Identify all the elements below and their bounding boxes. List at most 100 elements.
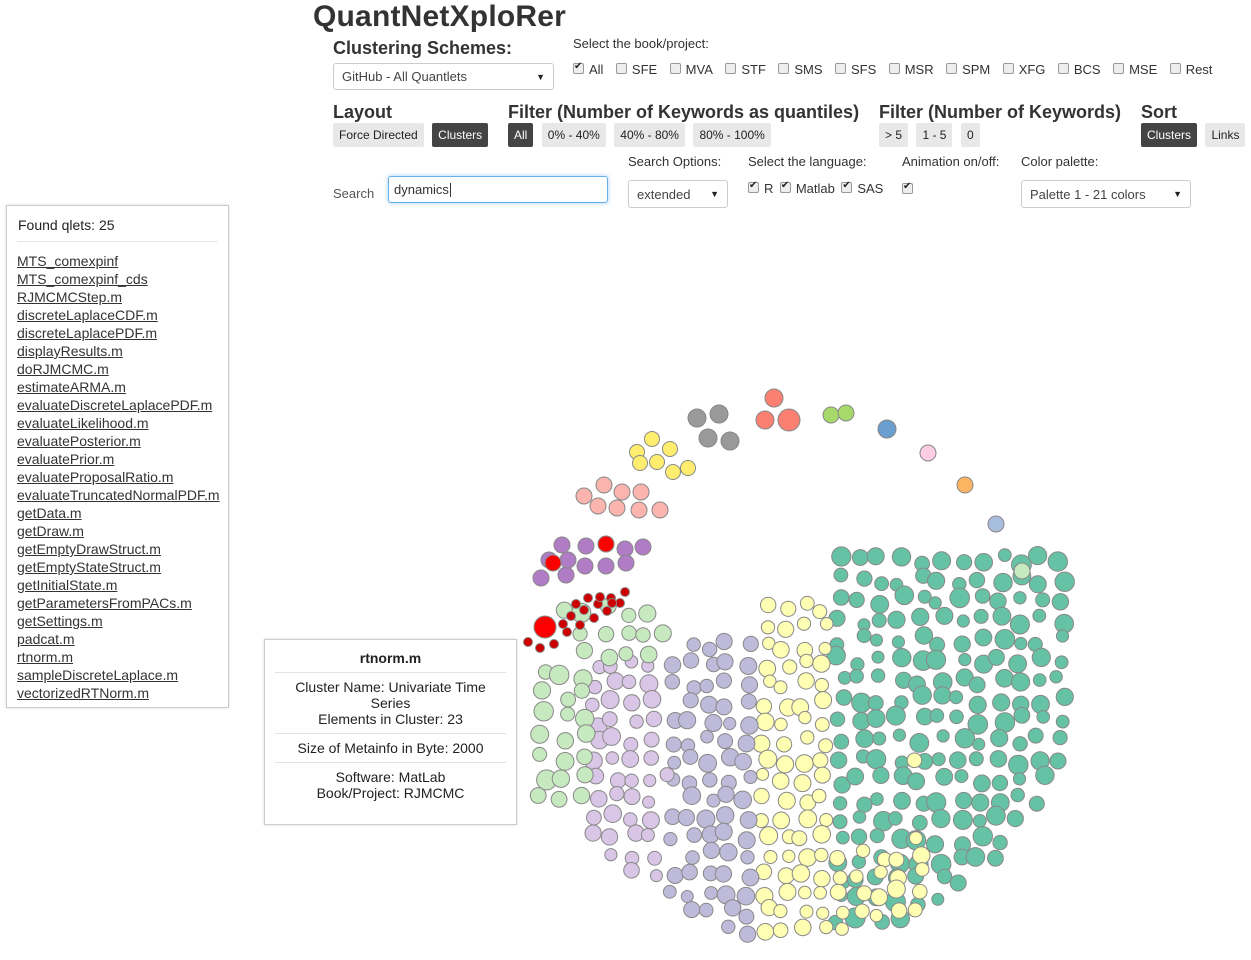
cluster-node-yellow[interactable]: [759, 826, 779, 846]
checkbox-icon[interactable]: [725, 63, 737, 74]
cluster-node-teal[interactable]: [852, 810, 867, 824]
cluster-node-teal[interactable]: [885, 705, 906, 726]
cluster-node-teal[interactable]: [992, 606, 1012, 626]
cluster-node-lavender[interactable]: [719, 843, 738, 862]
cluster-node-teal[interactable]: [949, 690, 964, 705]
cluster-node-lavender[interactable]: [739, 811, 758, 829]
book-sms[interactable]: SMS: [778, 62, 823, 77]
cluster-node-teal[interactable]: [968, 571, 986, 589]
cluster-node-lavender[interactable]: [702, 772, 718, 788]
cluster-node-lavender[interactable]: [686, 827, 703, 843]
cluster-node-lavender[interactable]: [736, 886, 756, 906]
cluster-node-lilac[interactable]: [603, 804, 623, 824]
cluster-node-teal[interactable]: [935, 767, 954, 786]
cluster-node-teal[interactable]: [856, 628, 872, 644]
cluster-node-green[interactable]: [530, 724, 550, 744]
cluster-node-lilac[interactable]: [629, 714, 644, 729]
cluster-node-teal[interactable]: [1012, 736, 1028, 752]
cluster-node-teal[interactable]: [990, 729, 1009, 748]
cluster-node-teal[interactable]: [1013, 706, 1031, 724]
cluster-node-yellow[interactable]: [835, 905, 850, 920]
cluster-node-green[interactable]: [556, 732, 574, 750]
cluster-node-teal[interactable]: [1006, 810, 1024, 828]
cluster-node-teal[interactable]: [949, 874, 967, 892]
cluster-node-lavender[interactable]: [685, 850, 700, 865]
found-qlet-link[interactable]: getEmptyDrawStruct.m: [17, 541, 161, 557]
cluster-node-lilac[interactable]: [641, 811, 660, 830]
checkbox-icon[interactable]: [1169, 63, 1181, 74]
cluster-node-teal[interactable]: [997, 548, 1012, 562]
cluster-node-yellow[interactable]: [762, 636, 776, 650]
found-qlet-link[interactable]: evaluateLikelihood.m: [17, 415, 149, 431]
cluster-node-teal[interactable]: [892, 648, 912, 668]
cluster-node-grey[interactable]: [687, 408, 707, 428]
filter-40-80-button[interactable]: 40% - 80%: [614, 123, 685, 147]
cluster-node-salmon[interactable]: [575, 487, 593, 505]
cluster-node-darkred[interactable]: [575, 620, 585, 630]
cluster-node-teal[interactable]: [968, 676, 986, 694]
cluster-node-lilac[interactable]: [609, 786, 625, 802]
cluster-node-teal[interactable]: [832, 589, 850, 606]
cluster-node-green[interactable]: [597, 626, 615, 643]
cluster-node-teal[interactable]: [949, 587, 971, 609]
cluster-node-teal[interactable]: [949, 709, 964, 725]
cluster-node-green[interactable]: [560, 691, 576, 708]
cluster-node-teal[interactable]: [992, 693, 1011, 712]
cluster-node-yellow[interactable]: [773, 904, 788, 919]
cluster-node-pink[interactable]: [919, 444, 937, 462]
cluster-node-lavender[interactable]: [677, 809, 696, 827]
cluster-node-teal[interactable]: [870, 633, 883, 647]
cluster-node-teal[interactable]: [867, 695, 884, 711]
cluster-node-lavender[interactable]: [706, 793, 721, 808]
cluster-node-teal[interactable]: [993, 572, 1013, 593]
cluster-node-lavender[interactable]: [662, 884, 677, 899]
cluster-node-purple[interactable]: [576, 557, 594, 575]
cluster-node-green[interactable]: [572, 786, 591, 805]
cluster-node-lilac[interactable]: [643, 731, 660, 748]
cluster-node-lilac[interactable]: [600, 828, 619, 846]
cluster-node-lavender[interactable]: [739, 925, 757, 943]
cluster-node-gold[interactable]: [632, 455, 648, 471]
cluster-node-teal[interactable]: [1010, 787, 1025, 803]
cluster-node-yellow[interactable]: [795, 754, 814, 773]
cluster-node-teal[interactable]: [907, 772, 926, 791]
cluster-node-teal[interactable]: [829, 751, 848, 769]
cluster-node-teal[interactable]: [1011, 672, 1031, 692]
language-sas[interactable]: SAS: [841, 180, 883, 196]
cluster-node-lavender[interactable]: [699, 678, 714, 694]
cluster-node-yellow[interactable]: [812, 604, 828, 620]
book-all[interactable]: All: [573, 61, 603, 77]
cluster-node-teal[interactable]: [837, 671, 852, 685]
cluster-node-teal[interactable]: [968, 695, 987, 715]
cluster-node-lilac[interactable]: [590, 790, 608, 808]
cluster-node-green[interactable]: [576, 748, 593, 766]
cluster-node-teal[interactable]: [856, 570, 873, 587]
cluster-node-yellow[interactable]: [760, 596, 777, 614]
found-qlet-link[interactable]: displayResults.m: [17, 343, 123, 359]
cluster-node-yellow[interactable]: [799, 904, 814, 919]
cluster-node-teal[interactable]: [870, 595, 890, 614]
cluster-node-yellow[interactable]: [819, 920, 834, 935]
cluster-node-lilac[interactable]: [623, 694, 641, 712]
language-matlab[interactable]: Matlab: [779, 180, 835, 196]
cluster-node-teal[interactable]: [929, 708, 945, 723]
cluster-node-lilac[interactable]: [600, 690, 620, 710]
cluster-node-yellow[interactable]: [818, 738, 834, 754]
cluster-node-green[interactable]: [576, 724, 596, 743]
cluster-node-lilac[interactable]: [605, 751, 620, 765]
checkbox-icon[interactable]: [573, 61, 584, 74]
cluster-node-teal[interactable]: [870, 792, 884, 806]
cluster-node-teal[interactable]: [936, 868, 953, 885]
cluster-node-lavender[interactable]: [664, 674, 681, 690]
cluster-node-teal[interactable]: [933, 686, 952, 705]
cluster-node-teal[interactable]: [932, 551, 952, 571]
cluster-node-teal[interactable]: [833, 567, 849, 583]
cluster-node-teal[interactable]: [987, 648, 1005, 666]
cluster-node-yellow[interactable]: [794, 918, 812, 937]
cluster-node-teal[interactable]: [967, 714, 989, 735]
cluster-node-teal[interactable]: [954, 728, 976, 749]
cluster-node-yellow[interactable]: [760, 620, 776, 635]
cluster-node-gold[interactable]: [644, 431, 660, 447]
cluster-node-teal[interactable]: [914, 626, 934, 645]
cluster-node-teal[interactable]: [855, 729, 874, 749]
